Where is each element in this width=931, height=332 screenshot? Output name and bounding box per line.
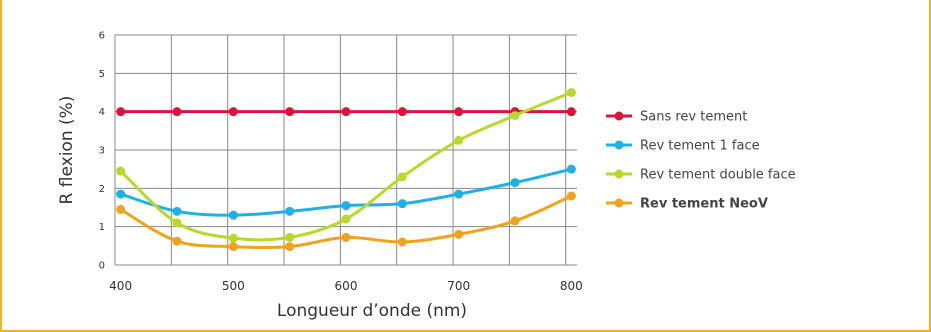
data-point <box>116 166 126 176</box>
data-point <box>510 216 520 226</box>
data-point <box>454 229 464 239</box>
data-point <box>116 107 126 117</box>
data-point <box>228 210 238 220</box>
data-point <box>285 242 295 252</box>
data-point <box>116 204 126 214</box>
data-point <box>566 164 576 174</box>
data-point <box>566 88 576 97</box>
data-point <box>454 107 464 117</box>
data-point <box>341 232 351 242</box>
data-point <box>172 107 182 117</box>
y-tick-label: 2 <box>99 184 105 195</box>
data-point <box>397 237 407 247</box>
legend-label: Rev tement 1 face <box>640 139 760 154</box>
data-point <box>172 206 182 216</box>
legend-label: Rev tement NeoV <box>640 197 768 212</box>
data-point <box>228 107 238 117</box>
y-tick-label: 0 <box>99 261 105 272</box>
data-point <box>510 178 520 188</box>
data-point <box>397 107 407 117</box>
legend-label: Rev tement double face <box>640 168 796 183</box>
x-tick-label: 400 <box>109 279 132 293</box>
data-point <box>228 242 238 252</box>
y-tick-label: 4 <box>99 107 105 118</box>
x-axis-label: Longueur d’onde (nm) <box>277 301 467 321</box>
data-point <box>397 172 407 182</box>
data-point <box>341 201 351 211</box>
y-tick-label: 1 <box>99 222 105 233</box>
legend-swatch-marker <box>614 111 624 121</box>
legend-swatch-marker <box>614 169 624 179</box>
data-point <box>454 189 464 199</box>
data-point <box>341 214 351 224</box>
y-axis-ticks: 0 1 2 3 4 5 6 <box>99 31 105 272</box>
data-point <box>566 107 576 117</box>
data-point <box>454 135 464 145</box>
data-point <box>285 232 295 242</box>
legend-swatch-marker <box>614 198 624 208</box>
data-point <box>116 189 126 199</box>
x-tick-label: 500 <box>222 279 245 293</box>
data-point <box>285 206 295 216</box>
data-point <box>172 236 182 246</box>
data-point <box>510 111 520 120</box>
legend-label: Sans rev tement <box>640 110 747 125</box>
x-axis-ticks: 400 500 600 700 800 <box>109 279 583 293</box>
legend: Sans rev tement Rev tement 1 face Rev teme… <box>606 110 796 212</box>
x-tick-label: 700 <box>447 279 470 293</box>
data-point <box>566 191 576 201</box>
data-point <box>228 233 238 243</box>
x-tick-label: 800 <box>560 279 583 293</box>
y-tick-label: 5 <box>99 69 105 80</box>
data-point <box>172 218 182 228</box>
y-tick-label: 6 <box>99 31 105 42</box>
y-tick-label: 3 <box>99 146 105 157</box>
grid <box>114 34 577 266</box>
y-axis-label: R flexion (%) <box>57 96 77 205</box>
x-tick-label: 600 <box>335 279 358 293</box>
data-point <box>285 107 295 117</box>
data-point <box>341 107 351 117</box>
data-point <box>397 199 407 209</box>
series-lines <box>116 88 576 252</box>
legend-swatch-marker <box>614 140 624 150</box>
